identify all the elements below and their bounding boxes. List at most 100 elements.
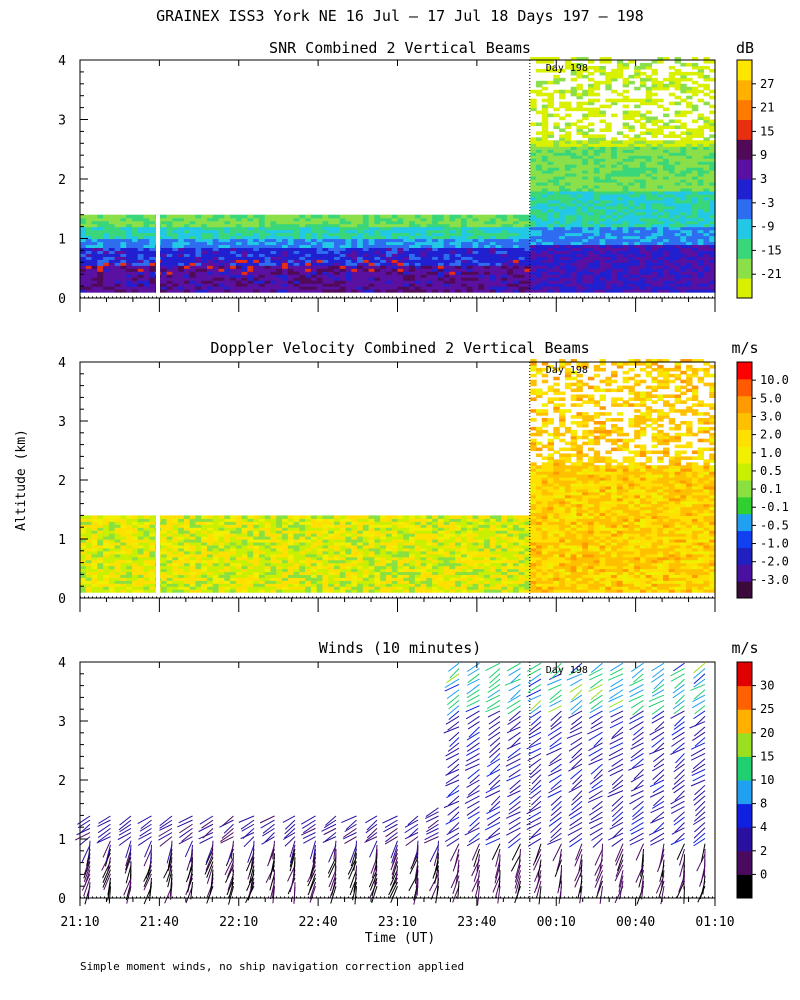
snr-cell (691, 241, 699, 246)
snr-cell (691, 247, 699, 251)
snr-cell (663, 158, 670, 162)
doppler-cell (160, 550, 168, 555)
doppler-cell (241, 527, 249, 531)
doppler-cell (172, 524, 179, 528)
doppler-cell (103, 544, 110, 549)
snr-cell (628, 223, 635, 228)
snr-cell (507, 214, 514, 219)
snr-cell (143, 235, 150, 240)
snr-cell (616, 289, 624, 293)
doppler-cell (131, 541, 139, 546)
snr-cell (576, 184, 583, 189)
snr-cell (582, 289, 589, 293)
snr-cell (126, 277, 133, 281)
doppler-cell (108, 589, 116, 593)
snr-cell (564, 176, 572, 180)
snr-cell (270, 262, 277, 266)
snr-cell (466, 232, 474, 237)
snr-cell (657, 271, 664, 275)
snr-cell (426, 244, 433, 249)
snr-cell (616, 65, 624, 70)
doppler-cell (143, 589, 150, 593)
snr-cell (651, 71, 658, 76)
snr-cell (507, 244, 514, 249)
snr-cell (686, 86, 693, 91)
snr-cell (697, 247, 705, 251)
snr-cell (403, 238, 410, 243)
snr-cell (541, 92, 549, 97)
snr-cell (432, 223, 439, 228)
snr-cell (455, 256, 462, 260)
snr-cell (709, 235, 716, 240)
doppler-cell (108, 571, 116, 575)
snr-cell (703, 149, 710, 153)
snr-cell (611, 199, 618, 204)
snr-cell (657, 146, 664, 150)
snr-cell (241, 253, 249, 257)
snr-cell (593, 208, 601, 213)
snr-cell (553, 277, 560, 281)
snr-cell (282, 283, 289, 287)
snr-cell (541, 161, 549, 165)
snr-cell (582, 140, 589, 144)
snr-cell (536, 274, 543, 278)
snr-cell (443, 223, 451, 228)
snr-cell (674, 289, 681, 293)
snr-cell (697, 205, 705, 210)
doppler-cell (183, 547, 191, 552)
snr-cell (536, 220, 543, 225)
snr-cell (668, 143, 676, 147)
snr-cell (634, 86, 641, 91)
snr-cell (657, 286, 664, 290)
snr-cell (495, 280, 503, 284)
snr-cell (484, 256, 491, 260)
doppler-cell (143, 550, 150, 555)
snr-cell (276, 274, 283, 278)
snr-cell (149, 241, 156, 246)
doppler-cell (195, 536, 202, 540)
snr-cell (628, 244, 635, 249)
snr-cell (674, 202, 681, 207)
doppler-cell (91, 562, 98, 567)
snr-cell (628, 146, 635, 150)
snr-cell (559, 280, 566, 284)
snr-cell (622, 259, 630, 263)
snr-cell (530, 259, 537, 263)
snr-cell (674, 68, 681, 73)
snr-cell (253, 289, 260, 293)
snr-cell (697, 152, 705, 156)
snr-cell (703, 214, 710, 219)
snr-cell (553, 211, 560, 216)
snr-cell (391, 241, 399, 246)
snr-cell (143, 256, 150, 260)
snr-cell (622, 104, 630, 109)
snr-cell (674, 274, 681, 278)
snr-cell (645, 262, 653, 266)
snr-cell (85, 217, 93, 222)
snr-cell (484, 262, 491, 266)
snr-cell (622, 214, 630, 219)
snr-cell (599, 146, 606, 150)
snr-cell (645, 98, 653, 103)
snr-cell (287, 289, 295, 293)
snr-cell (241, 250, 249, 254)
snr-cell (201, 229, 208, 234)
snr-cell (183, 256, 191, 260)
snr-cell (559, 164, 566, 168)
snr-cell (703, 65, 710, 70)
doppler-cell (131, 559, 139, 564)
snr-cell (680, 131, 687, 135)
snr-cell (316, 217, 324, 222)
snr-cell (518, 280, 526, 284)
snr-cell (547, 232, 554, 237)
doppler-cell (241, 580, 249, 584)
doppler-cell (108, 586, 116, 590)
snr-cell (576, 149, 583, 153)
snr-cell (495, 259, 503, 263)
snr-cell (224, 241, 231, 246)
snr-cell (166, 271, 173, 275)
snr-cell (282, 277, 289, 281)
snr-cell (564, 193, 572, 198)
snr-cell (91, 214, 98, 219)
snr-cell (599, 241, 606, 246)
